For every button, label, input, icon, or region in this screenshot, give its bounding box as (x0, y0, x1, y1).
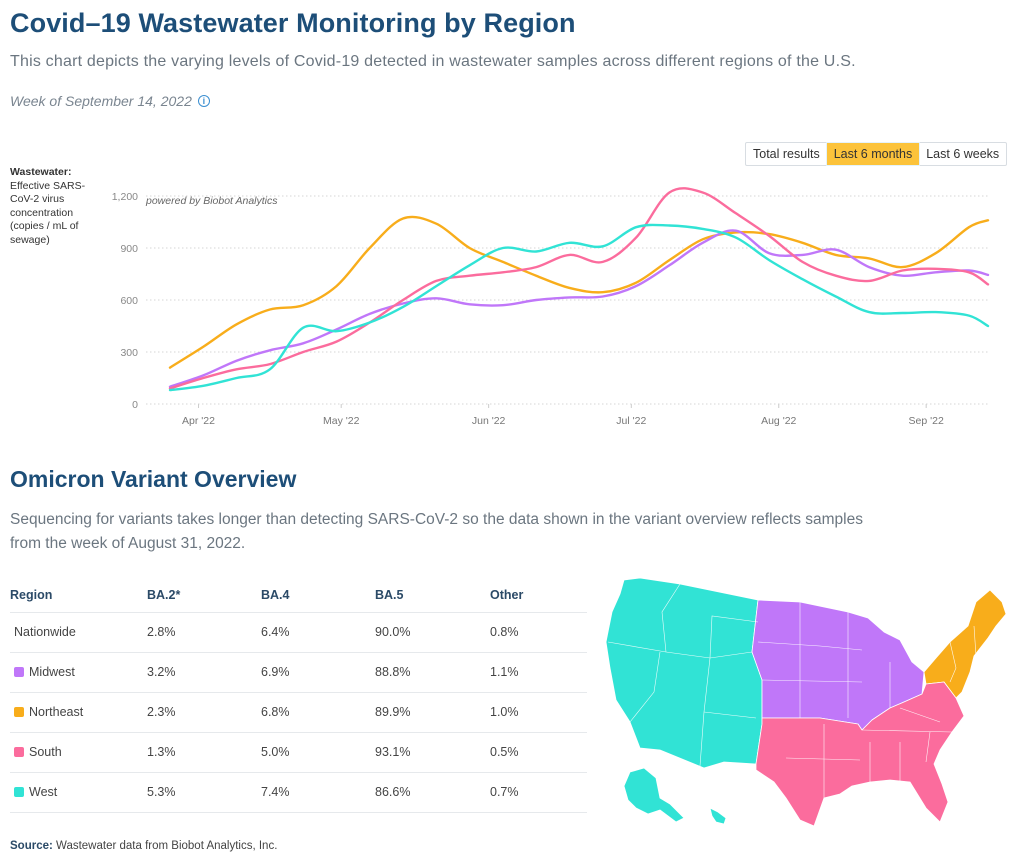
map-region-west[interactable] (605, 577, 763, 769)
region-cell: Midwest (10, 652, 147, 693)
table-row: West 5.3% 7.4% 86.6% 0.7% (10, 772, 587, 813)
other-value: 0.8% (490, 612, 587, 653)
source-note: Source: Wastewater data from Biobot Anal… (10, 840, 277, 852)
col-header-region: Region (10, 578, 147, 613)
x-tick-label: May '22 (323, 415, 360, 427)
watermark: powered by Biobot Analytics (145, 195, 278, 207)
map-region-northeast[interactable] (923, 589, 1007, 699)
ba4-value: 6.4% (261, 612, 375, 653)
col-header-ba4: BA.4 (261, 578, 375, 613)
table-header-row: Region BA.2* BA.4 BA.5 Other (10, 578, 587, 613)
range-last-6-months-button[interactable]: Last 6 months (826, 143, 920, 165)
region-label: Midwest (10, 665, 147, 679)
y-tick-label: 600 (120, 295, 138, 307)
region-cell: West (10, 772, 147, 813)
time-range-toggle: Total results Last 6 months Last 6 weeks (745, 142, 1008, 166)
region-name: Northeast (29, 705, 84, 719)
ba2-value: 2.3% (147, 692, 261, 733)
other-value: 1.0% (490, 692, 587, 733)
ba2-value: 1.3% (147, 732, 261, 773)
ba4-value: 7.4% (261, 772, 375, 813)
x-tick-label: Apr '22 (182, 415, 215, 427)
us-region-map (605, 577, 1007, 827)
ba2-value: 5.3% (147, 772, 261, 813)
y-tick-label: 900 (120, 243, 138, 255)
range-last-6-weeks-button[interactable]: Last 6 weeks (926, 147, 1000, 161)
series-line-west[interactable] (168, 223, 990, 392)
info-icon[interactable]: i (197, 95, 210, 107)
map-region-south[interactable] (755, 681, 965, 827)
series-line-south[interactable] (168, 187, 990, 390)
table-row: Northeast 2.3% 6.8% 89.9% 1.0% (10, 692, 587, 733)
variant-table: Region BA.2* BA.4 BA.5 Other Nationwide 2… (10, 578, 587, 813)
x-tick-label: Jul '22 (616, 415, 646, 427)
table-row: South 1.3% 5.0% 93.1% 0.5% (10, 732, 587, 773)
ba4-value: 6.9% (261, 652, 375, 693)
region-name: South (29, 745, 62, 759)
region-label: South (10, 745, 147, 759)
table-row: Midwest 3.2% 6.9% 88.8% 1.1% (10, 652, 587, 693)
region-color-swatch (14, 747, 24, 757)
y-tick-label: 1,200 (112, 191, 138, 203)
ba2-value: 2.8% (147, 612, 261, 653)
page-subtitle: This chart depicts the varying levels of… (10, 53, 856, 70)
x-tick-label: Aug '22 (761, 415, 796, 427)
x-tick-label: Jun '22 (472, 415, 506, 427)
source-text: Wastewater data from Biobot Analytics, I… (52, 840, 278, 852)
series-line-midwest[interactable] (168, 229, 990, 388)
map-region-alaska[interactable] (623, 767, 685, 823)
range-total-results-button[interactable]: Total results (753, 147, 820, 161)
y-axis-title: Wastewater: Effective SARS-CoV-2 virus c… (10, 166, 100, 247)
other-value: 0.5% (490, 732, 587, 773)
ba4-value: 6.8% (261, 692, 375, 733)
table-row: Nationwide 2.8% 6.4% 90.0% 0.8% (10, 612, 587, 653)
region-color-swatch (14, 707, 24, 717)
y-tick-label: 0 (132, 399, 138, 411)
y-axis-title-bold: Wastewater: (10, 166, 72, 178)
col-header-ba2: BA.2* (147, 578, 261, 613)
region-name: West (29, 785, 58, 799)
other-value: 0.7% (490, 772, 587, 813)
x-tick-label: Sep '22 (909, 415, 944, 427)
week-text: Week of September 14, 2022 (10, 93, 192, 109)
region-color-swatch (14, 667, 24, 677)
source-label: Source: (10, 840, 53, 852)
series-line-northeast[interactable] (168, 215, 990, 369)
other-value: 1.1% (490, 652, 587, 693)
region-label: Northeast (10, 705, 147, 719)
y-tick-label: 300 (120, 347, 138, 359)
wastewater-line-chart: 0 300 600 900 1,200 Apr '22 May '22 Jun '22 Jul… (112, 187, 990, 427)
col-header-ba5: BA.5 (375, 578, 490, 613)
ba4-value: 5.0% (261, 732, 375, 773)
ba5-value: 93.1% (375, 732, 490, 773)
week-label: Week of September 14, 2022 i (10, 93, 210, 109)
region-name: Midwest (29, 665, 75, 679)
region-color-swatch (14, 787, 24, 797)
region-label: West (10, 785, 147, 799)
region-cell: Northeast (10, 692, 147, 733)
col-header-other: Other (490, 578, 587, 613)
ba5-value: 90.0% (375, 612, 490, 653)
region-name: Nationwide (14, 625, 76, 639)
region-cell: South (10, 732, 147, 773)
ba2-value: 3.2% (147, 652, 261, 693)
y-axis-title-text: Effective SARS-CoV-2 virus concentration… (10, 179, 86, 246)
region-label: Nationwide (10, 625, 147, 639)
ba5-value: 86.6% (375, 772, 490, 813)
ba5-value: 89.9% (375, 692, 490, 733)
page-title: Covid–19 Wastewater Monitoring by Region (10, 8, 576, 38)
ba5-value: 88.8% (375, 652, 490, 693)
variant-section-title: Omicron Variant Overview (10, 466, 297, 492)
variant-section-subtitle: Sequencing for variants takes longer tha… (10, 511, 863, 552)
region-cell: Nationwide (10, 612, 147, 653)
map-region-hawaii[interactable] (709, 807, 727, 825)
